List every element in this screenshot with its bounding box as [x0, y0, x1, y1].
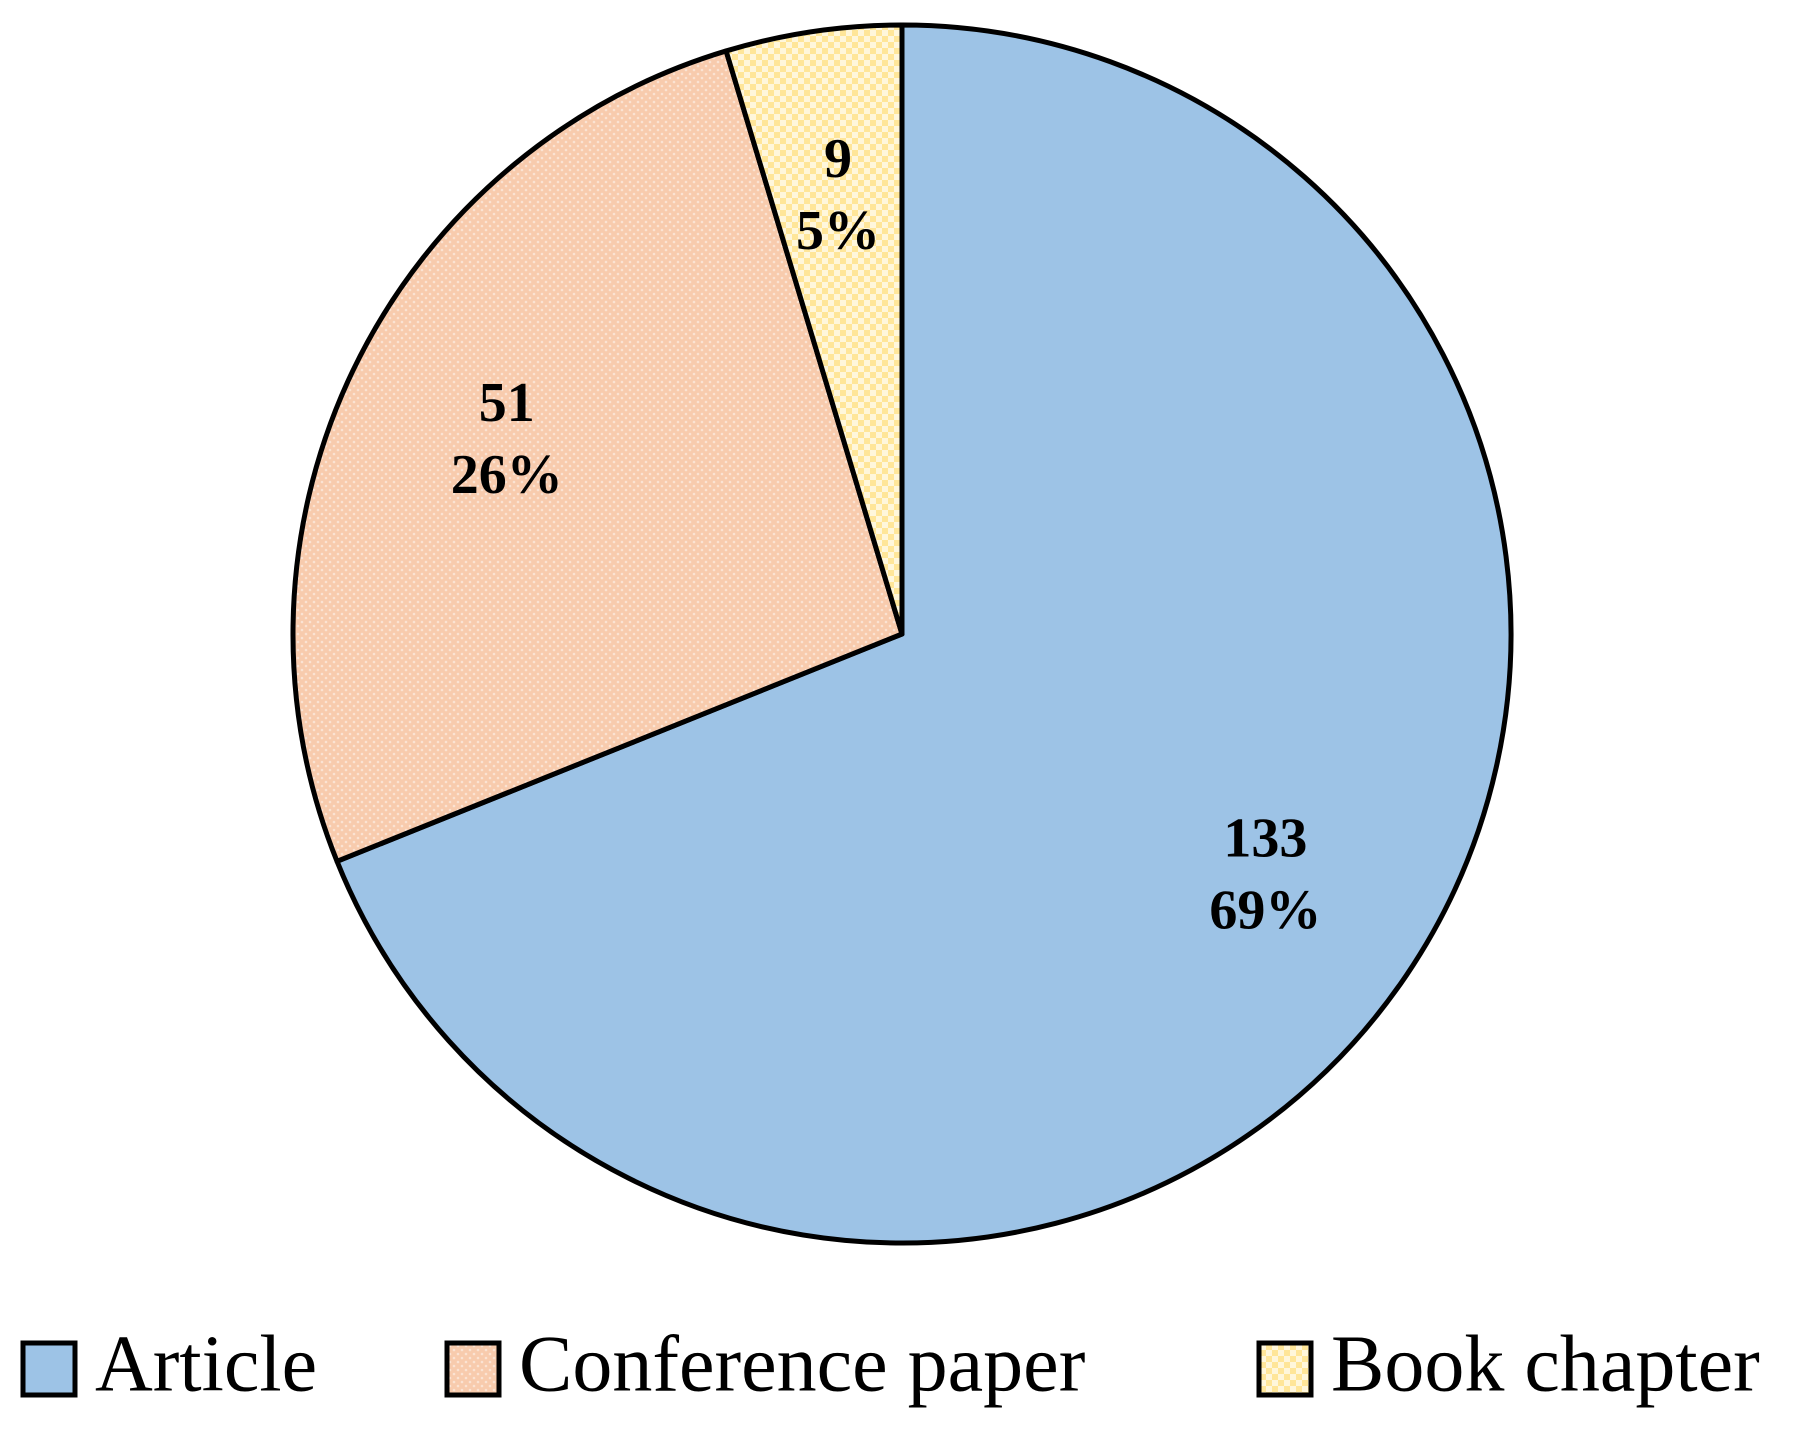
pie-slice	[290, 48, 905, 864]
pie-slice	[723, 22, 905, 637]
legend-label: Book chapter	[1331, 1320, 1760, 1408]
value-label: 9	[824, 128, 852, 190]
legend-label: Conference paper	[519, 1320, 1085, 1408]
legend-swatch	[20, 1340, 78, 1398]
value-label: 133	[1223, 807, 1307, 869]
legend-label: Article	[95, 1320, 317, 1408]
percent-label: 26%	[451, 444, 563, 506]
legend-swatch	[1256, 1340, 1314, 1398]
value-label: 51	[479, 372, 535, 434]
percent-label: 5%	[796, 200, 880, 262]
legend-swatch	[444, 1340, 502, 1398]
percent-label: 69%	[1209, 879, 1321, 941]
pie-slice	[334, 22, 1514, 1246]
